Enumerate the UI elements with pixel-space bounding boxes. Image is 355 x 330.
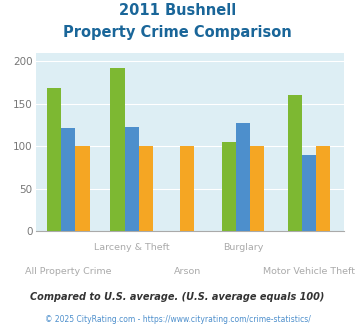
Bar [139,146,153,231]
Legend: Bushnell, Florida, National: Bushnell, Florida, National [73,329,307,330]
Text: 2011 Bushnell: 2011 Bushnell [119,3,236,18]
Bar [250,146,264,231]
Text: Burglary: Burglary [223,244,263,252]
Bar [47,87,61,231]
Bar [180,146,195,231]
Text: Arson: Arson [174,267,201,276]
Bar [61,128,76,231]
Text: Larceny & Theft: Larceny & Theft [94,244,169,252]
Bar [110,68,125,231]
Bar [288,95,302,231]
Bar [302,155,316,231]
Bar [125,127,139,231]
Text: © 2025 CityRating.com - https://www.cityrating.com/crime-statistics/: © 2025 CityRating.com - https://www.city… [45,315,310,324]
Bar [316,146,330,231]
Text: All Property Crime: All Property Crime [25,267,112,276]
Text: Motor Vehicle Theft: Motor Vehicle Theft [263,267,355,276]
Text: Property Crime Comparison: Property Crime Comparison [63,25,292,40]
Bar [76,146,90,231]
Bar [222,142,236,231]
Bar [236,123,250,231]
Text: Compared to U.S. average. (U.S. average equals 100): Compared to U.S. average. (U.S. average … [30,292,325,302]
